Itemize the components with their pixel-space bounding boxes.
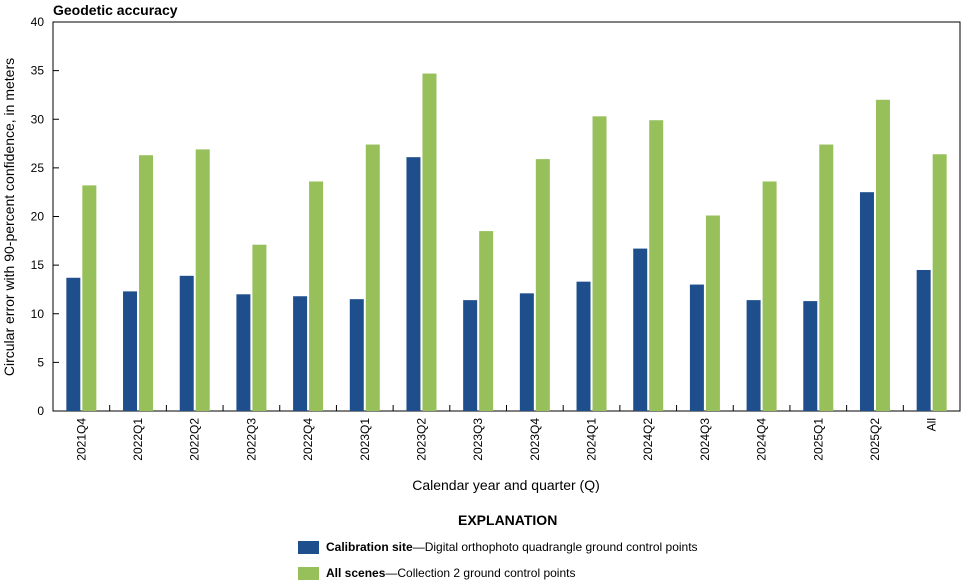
x-tick-label: 2025Q2 xyxy=(868,418,882,461)
y-tick-label: 10 xyxy=(31,307,45,321)
bar-all-scenes xyxy=(82,185,97,411)
bar-all-scenes xyxy=(252,244,267,411)
bar-calibration-site xyxy=(746,300,761,411)
x-tick-label: All xyxy=(925,418,939,431)
x-tick-label: 2022Q4 xyxy=(301,418,315,461)
x-tick-label: 2022Q2 xyxy=(188,418,202,461)
legend-item-name: All scenes xyxy=(326,566,386,580)
bar-all-scenes xyxy=(139,155,154,411)
x-tick-label: 2024Q4 xyxy=(755,418,769,461)
bar-calibration-site xyxy=(123,291,138,411)
x-tick-label: 2025Q1 xyxy=(811,418,825,461)
x-tick-label: 2023Q2 xyxy=(414,418,428,461)
x-tick-label: 2024Q2 xyxy=(641,418,655,461)
bar-all-scenes xyxy=(422,73,437,411)
y-tick-label: 35 xyxy=(31,64,45,78)
bar-all-scenes xyxy=(875,99,890,412)
bar-calibration-site xyxy=(803,301,818,411)
bar-all-scenes xyxy=(705,215,720,411)
x-tick-label: 2023Q4 xyxy=(528,418,542,461)
x-tick-label: 2023Q3 xyxy=(471,418,485,461)
y-tick-label: 0 xyxy=(37,404,44,418)
bar-all-scenes xyxy=(479,231,494,411)
y-axis-label: Circular error with 90-percent confidenc… xyxy=(1,58,17,376)
bar-calibration-site xyxy=(463,300,478,411)
y-tick-label: 5 xyxy=(37,355,44,369)
bar-calibration-site xyxy=(293,296,308,411)
bar-calibration-site xyxy=(236,294,251,411)
bar-all-scenes xyxy=(592,116,607,412)
bar-all-scenes xyxy=(762,181,777,411)
y-tick-label: 40 xyxy=(31,15,45,29)
bar-calibration-site xyxy=(916,269,931,411)
bar-calibration-site xyxy=(859,192,874,411)
x-axis-label: Calendar year and quarter (Q) xyxy=(412,477,600,493)
legend-item-all-scenes: All scenes —Collection 2 ground control … xyxy=(298,564,575,582)
y-tick-label: 20 xyxy=(31,210,45,224)
bar-calibration-site xyxy=(179,275,194,411)
x-tick-label: 2022Q3 xyxy=(244,418,258,461)
legend-item-calibration-site: Calibration site —Digital orthophoto qua… xyxy=(298,538,698,556)
bar-calibration-site xyxy=(349,299,364,411)
y-tick-label: 15 xyxy=(31,258,45,272)
chart-title: Geodetic accuracy xyxy=(53,2,178,18)
x-tick-label: 2024Q3 xyxy=(698,418,712,461)
bar-all-scenes xyxy=(535,159,550,411)
legend-item-desc: —Collection 2 ground control points xyxy=(385,566,576,580)
bar-all-scenes xyxy=(819,144,834,411)
legend-heading: EXPLANATION xyxy=(458,512,558,528)
y-tick-label: 30 xyxy=(31,112,45,126)
bar-calibration-site xyxy=(689,284,704,411)
bar-calibration-site xyxy=(66,277,81,411)
x-tick-label: 2024Q1 xyxy=(585,418,599,461)
legend-item-name: Calibration site xyxy=(326,540,413,554)
x-tick-label: 2021Q4 xyxy=(74,418,88,461)
x-tick-label: 2022Q1 xyxy=(131,418,145,461)
bar-all-scenes xyxy=(309,181,324,411)
bar-calibration-site xyxy=(633,248,648,411)
bar-chart: Geodetic accuracy Circular error with 90… xyxy=(1,2,961,493)
bar-all-scenes xyxy=(365,144,380,411)
bar-all-scenes xyxy=(649,120,664,411)
bar-all-scenes xyxy=(195,149,210,411)
bar-calibration-site xyxy=(576,281,591,411)
bar-all-scenes xyxy=(932,154,947,411)
x-tick-label: 2023Q1 xyxy=(358,418,372,461)
legend-item-desc: —Digital orthophoto quadrangle ground co… xyxy=(412,540,698,554)
bar-calibration-site xyxy=(519,293,534,411)
bar-calibration-site xyxy=(406,157,421,411)
y-tick-label: 25 xyxy=(31,161,45,175)
plot-area: 0 5 10 15 20 25 30 35 40 2021Q4 2022Q1 2022Q2 2022Q3… xyxy=(31,15,961,461)
all-scenes-swatch xyxy=(298,566,319,580)
calibration-site-swatch xyxy=(298,540,319,554)
